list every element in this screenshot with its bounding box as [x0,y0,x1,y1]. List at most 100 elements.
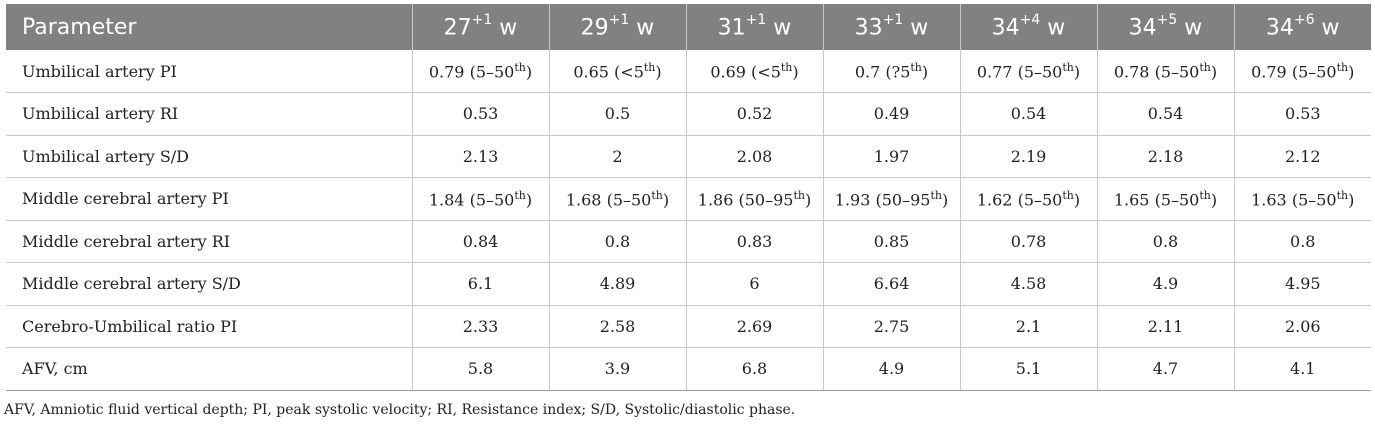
table-row: Umbilical artery RI 0.53 0.5 0.52 0.49 0.54 0.… [6,92,1371,136]
cell-percentile-superscript: th [514,60,526,74]
table-cell: 6.1 [411,262,549,306]
table-row: Cerebro-Umbilical ratio PI 2.33 2.58 2.69 2.… [6,305,1371,348]
cell-value: 4.7 [1152,359,1179,379]
table-cell: 1.86 (50–95th) [685,177,823,221]
cell-value: 0.84 [462,231,499,251]
column-header-week: 27+1 w [411,4,549,50]
cell-value: 2.33 [462,316,499,336]
table-cell: 2.11 [1096,305,1234,348]
table-cell: 2.19 [959,135,1097,178]
cell-value: 6.8 [741,359,768,379]
column-header-unit: w [1177,15,1203,41]
cell-closing-paren: ) [525,189,533,209]
column-header-label: 34 [991,15,1020,41]
cell-value: 0.78 [1010,231,1047,251]
table-cell: 2.69 [685,305,823,348]
table-cell: 0.49 [822,92,960,136]
cell-percentile-superscript: th [651,188,663,202]
cell-value: 0.78 (5–50 [1113,62,1200,82]
cell-value: 2.69 [736,316,773,336]
cell-closing-paren: ) [1348,62,1355,82]
cell-value: 1.97 [873,146,910,166]
table-cell: 4.9 [1096,262,1234,306]
cell-closing-paren: ) [804,189,812,209]
table-cell: 0.52 [685,92,823,136]
cell-value: 0.79 (5–50 [1251,62,1337,82]
column-header-superscript: +1 [882,11,904,28]
cell-value: 4.1 [1290,359,1316,379]
cell-value: 2.19 [1010,146,1047,166]
table-cell: 4.9 [822,347,960,391]
cell-percentile-superscript: th [1336,188,1349,202]
cell-closing-paren: ) [1348,189,1355,209]
cell-value: 5.1 [1015,359,1042,379]
column-header-unit: w [629,15,655,41]
table-cell: 0.79 (5–50th) [411,50,549,93]
column-header-superscript: +5 [1156,11,1178,28]
cell-closing-paren: ) [1073,62,1081,82]
cell-percentile-superscript: th [1062,188,1074,202]
table-body: Umbilical artery PI 0.79 (5–50th) 0.65 (<5… [6,50,1371,391]
table-cell: 0.78 [959,220,1097,263]
row-label: Umbilical artery RI [6,92,412,136]
table-cell: 0.78 (5–50th) [1096,50,1234,93]
table-cell: 0.84 [411,220,549,263]
cell-value: 4.58 [1010,274,1047,294]
cell-value: 4.89 [599,274,636,294]
cell-percentile-superscript: th [930,188,942,202]
table-cell: 0.8 [548,220,686,263]
table-row: Middle cerebral artery S/D 6.1 4.89 6 6.64 4.… [6,262,1371,306]
row-label: Middle cerebral artery PI [6,177,412,221]
cell-value: 0.7 (?5 [854,62,911,82]
cell-value: 2.18 [1147,146,1184,166]
cell-percentile-superscript: th [780,60,793,74]
table-cell: 4.7 [1096,347,1234,391]
cell-closing-paren: ) [1210,62,1218,82]
cell-closing-paren: ) [792,62,799,82]
row-label: Cerebro-Umbilical ratio PI [6,305,412,348]
cell-value: 4.9 [1152,274,1179,294]
cell-percentile-superscript: th [910,60,922,74]
column-header-superscript: +6 [1293,11,1315,28]
table-cell: 0.54 [1096,92,1234,136]
cell-value: 6.1 [467,274,494,294]
table-cell: 4.95 [1233,262,1371,306]
table-cell: 3.9 [548,347,686,391]
column-header-superscript: +1 [745,11,767,28]
cell-value: 3.9 [604,359,631,379]
table-cell: 1.84 (5–50th) [411,177,549,221]
cell-value: 2 [612,146,623,166]
cell-value: 0.83 [736,231,773,251]
table-cell: 4.89 [548,262,686,306]
table-cell: 0.53 [411,92,549,136]
column-header-label: 34 [1265,15,1294,41]
column-header-week: 34+5 w [1096,4,1234,50]
table-cell: 2.12 [1233,135,1371,178]
table-cell: 1.93 (50–95th) [822,177,960,221]
table-cell: 2.58 [548,305,686,348]
cell-value: 0.8 [1290,231,1316,251]
column-header-unit: w [492,15,518,41]
table-cell: 2.06 [1233,305,1371,348]
column-header-superscript: +4 [1019,11,1041,28]
cell-value: 2.11 [1147,316,1184,336]
table-cell: 0.5 [548,92,686,136]
column-header-unit: w [766,15,792,41]
cell-percentile-superscript: th [1199,188,1211,202]
table-cell: 0.65 (<5th) [548,50,686,93]
cell-percentile-superscript: th [514,188,526,202]
column-header-label: 27 [443,15,472,41]
cell-value: 1.63 (5–50 [1251,189,1337,209]
table-cell: 0.79 (5–50th) [1233,50,1371,93]
table-cell: 0.69 (<5th) [685,50,823,93]
cell-value: 6 [749,274,760,294]
cell-percentile-superscript: th [793,188,805,202]
cell-value: 0.85 [873,231,910,251]
cell-value: 2.1 [1015,316,1042,336]
table-row: Middle cerebral artery RI 0.84 0.8 0.83 0.85… [6,220,1371,263]
table-row: Umbilical artery S/D 2.13 2 2.08 1.97 2.19 2.1… [6,135,1371,178]
cell-closing-paren: ) [662,189,670,209]
